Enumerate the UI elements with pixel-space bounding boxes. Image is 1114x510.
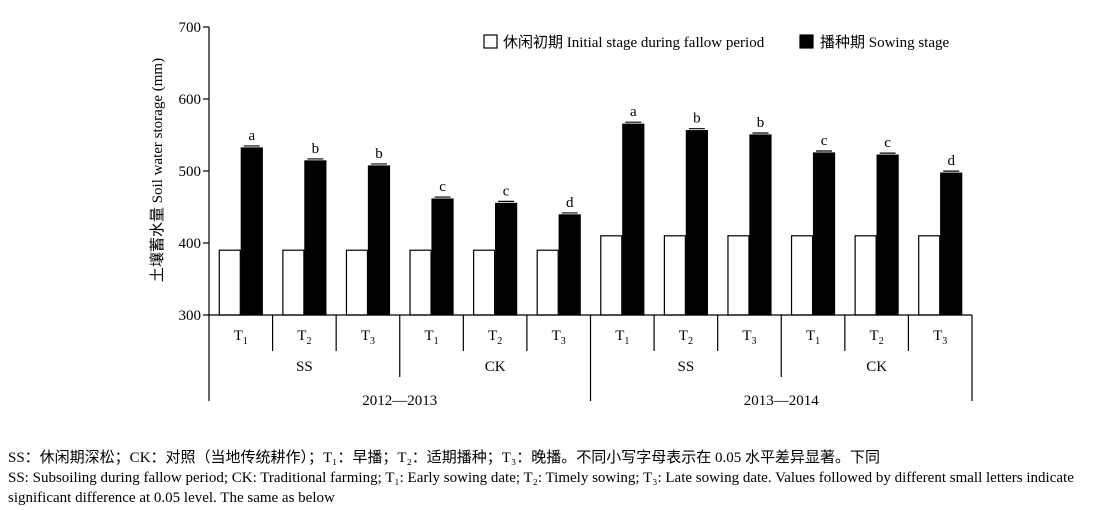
figure-notes: SS：休闲期深松；CK：对照（当地传统耕作）；T₁：早播；T₂：适期播种；T₃：… xyxy=(8,448,1112,508)
bar-initial-stage xyxy=(600,235,623,316)
significance-letter: c xyxy=(439,179,446,195)
bar-initial-stage xyxy=(218,249,241,316)
significance-letter: d xyxy=(566,195,574,211)
legend-swatch-initial-stage xyxy=(483,34,498,49)
bar-initial-stage xyxy=(282,249,305,316)
bars: a b b c c d a b b c c d xyxy=(218,104,963,316)
bar-initial-stage xyxy=(345,249,369,316)
bar-sowing-stage xyxy=(812,152,836,316)
note-english: SS: Subsoiling during fallow period; CK:… xyxy=(8,470,1074,506)
bar-sowing-stage xyxy=(304,160,327,316)
y-tick-label: 600 xyxy=(179,92,202,108)
bar-sowing-stage xyxy=(622,123,645,316)
treatment-group-label: SS xyxy=(296,359,313,375)
bar-initial-stage xyxy=(473,249,496,316)
bar-sowing-stage xyxy=(940,172,963,316)
significance-letter: c xyxy=(884,135,891,151)
bar-sowing-stage xyxy=(558,214,581,316)
significance-letter: c xyxy=(503,183,510,199)
significance-letter: b xyxy=(757,115,765,131)
legend-swatch-sowing-stage xyxy=(799,34,814,49)
x-tick-label: T3 xyxy=(361,328,375,347)
legend-label-initial-stage: 休闲初期 Initial stage during fallow period xyxy=(503,34,765,51)
bar-sowing-stage xyxy=(749,134,772,316)
x-tick-label: T2 xyxy=(870,328,884,347)
y-axis-label: 土壤蓄水量 Soil water storage (mm) xyxy=(148,58,166,282)
legend-label-sowing-stage: 播种期 Sowing stage xyxy=(820,34,950,51)
significance-letter: b xyxy=(375,146,383,162)
y-tick-label: 400 xyxy=(179,236,202,252)
bar-sowing-stage xyxy=(431,198,454,316)
x-tick-label: T3 xyxy=(552,328,566,347)
y-axis: 300 400 500 600 700 xyxy=(179,20,210,324)
significance-letter: a xyxy=(248,128,255,144)
bar-initial-stage xyxy=(854,235,877,316)
x-tick-label: T3 xyxy=(742,328,756,347)
y-tick-label: 500 xyxy=(179,164,202,180)
treatment-group-label: CK xyxy=(485,359,506,375)
x-tick-label: T2 xyxy=(488,328,502,347)
bar-sowing-stage xyxy=(876,154,899,316)
significance-letter: c xyxy=(821,133,828,149)
bar-initial-stage xyxy=(727,235,750,316)
y-tick-label: 300 xyxy=(179,308,202,324)
bar-initial-stage xyxy=(663,235,686,316)
significance-letter: b xyxy=(693,111,701,127)
bar-initial-stage xyxy=(918,235,941,316)
x-tick-label: T2 xyxy=(297,328,311,347)
year-group-label: 2013—2014 xyxy=(744,393,820,409)
bar-initial-stage xyxy=(409,249,432,316)
x-tick-label: T1 xyxy=(615,328,629,347)
legend: 休闲初期 Initial stage during fallow period 播… xyxy=(483,34,950,51)
x-tick-label: T3 xyxy=(933,328,947,347)
x-tick-label: T1 xyxy=(806,328,820,347)
x-tick-label: T2 xyxy=(679,328,693,347)
year-group-label: 2012—2013 xyxy=(362,393,437,409)
bar-initial-stage xyxy=(790,235,814,316)
x-axis: T1 T2 T3 T1 T2 T3 T1 T2 T3 T1 T2 T3 SS CK SS CK 2012—201… xyxy=(208,314,973,409)
significance-letter: d xyxy=(947,153,955,169)
note-chinese: SS：休闲期深松；CK：对照（当地传统耕作）；T₁：早播；T₂：适期播种；T₃：… xyxy=(8,450,880,466)
x-tick-label: T1 xyxy=(234,328,248,347)
bar-initial-stage xyxy=(536,249,559,316)
treatment-group-label: CK xyxy=(866,359,887,375)
bar-sowing-stage xyxy=(240,147,263,316)
bar-sowing-stage xyxy=(367,165,391,316)
bar-sowing-stage xyxy=(495,202,518,316)
significance-letter: a xyxy=(630,104,637,120)
treatment-group-label: SS xyxy=(678,359,695,375)
y-tick-label: 700 xyxy=(179,20,202,36)
bar-sowing-stage xyxy=(685,130,708,316)
x-tick-label: T1 xyxy=(424,328,438,347)
significance-letter: b xyxy=(312,141,320,157)
